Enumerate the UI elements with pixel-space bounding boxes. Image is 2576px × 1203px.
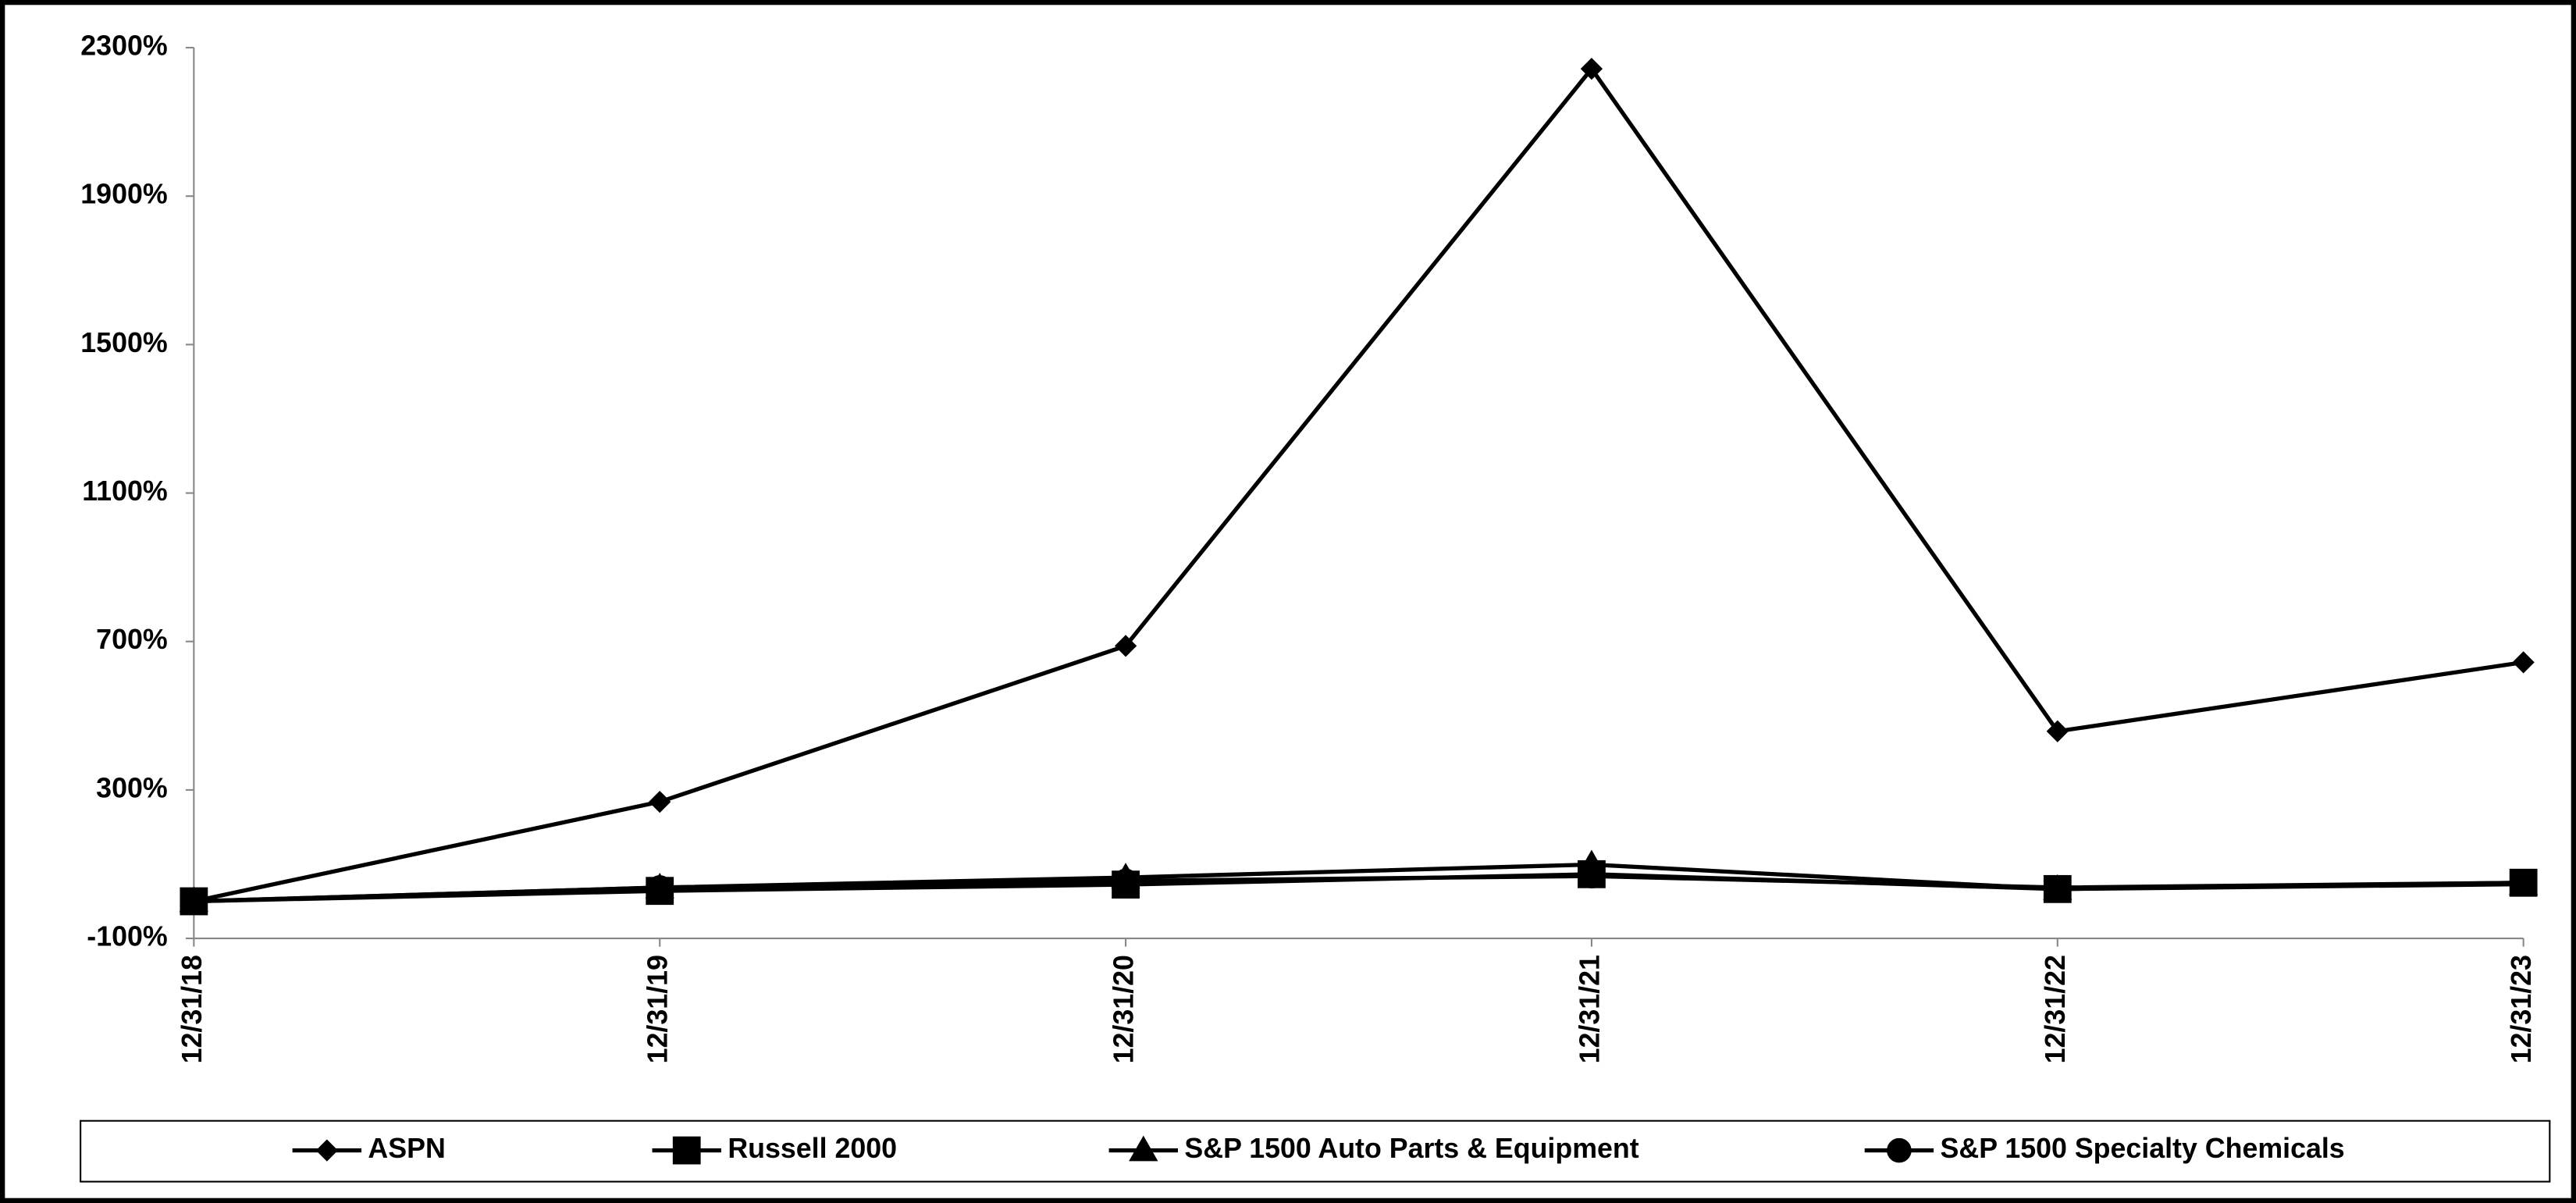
data-point	[1580, 58, 1603, 80]
data-point	[1579, 863, 1604, 888]
y-tick-label: -100%	[87, 921, 167, 952]
y-tick-label: 2300%	[80, 30, 167, 62]
legend-marker	[672, 1136, 701, 1165]
x-tick-label: 12/31/19	[642, 955, 674, 1063]
series-line	[193, 65, 2524, 904]
data-point	[647, 875, 672, 900]
y-tick-label: 700%	[96, 624, 167, 655]
data-point	[1113, 868, 1138, 894]
data-point	[649, 790, 671, 813]
legend-box	[80, 1119, 2551, 1183]
series-line	[194, 874, 2524, 904]
legend-label: Russell 2000	[728, 1133, 897, 1164]
data-point	[2045, 875, 2070, 900]
x-tick-label: 12/31/22	[2040, 955, 2071, 1063]
data-point	[1114, 635, 1137, 657]
legend-marker	[315, 1139, 338, 1162]
data-point	[2510, 870, 2536, 895]
legend-marker	[1887, 1137, 1912, 1163]
x-tick-label: 12/31/21	[1574, 955, 1605, 1063]
legend-marker	[1129, 1135, 1158, 1162]
legend-label: S&P 1500 Auto Parts & Equipment	[1184, 1133, 1638, 1164]
legend-label: S&P 1500 Specialty Chemicals	[1941, 1133, 2345, 1164]
y-tick-label: 1100%	[82, 475, 167, 507]
data-point	[2512, 651, 2535, 674]
data-point	[181, 888, 207, 914]
y-tick-label: 300%	[96, 772, 167, 803]
x-tick-label: 12/31/18	[176, 955, 208, 1063]
x-tick-label: 12/31/20	[1108, 955, 1140, 1063]
legend-label: ASPN	[368, 1133, 445, 1164]
x-tick-label: 12/31/23	[2506, 955, 2537, 1063]
y-tick-label: 1900%	[80, 179, 167, 210]
y-tick-label: 1500%	[80, 327, 167, 358]
data-point	[2046, 720, 2069, 742]
